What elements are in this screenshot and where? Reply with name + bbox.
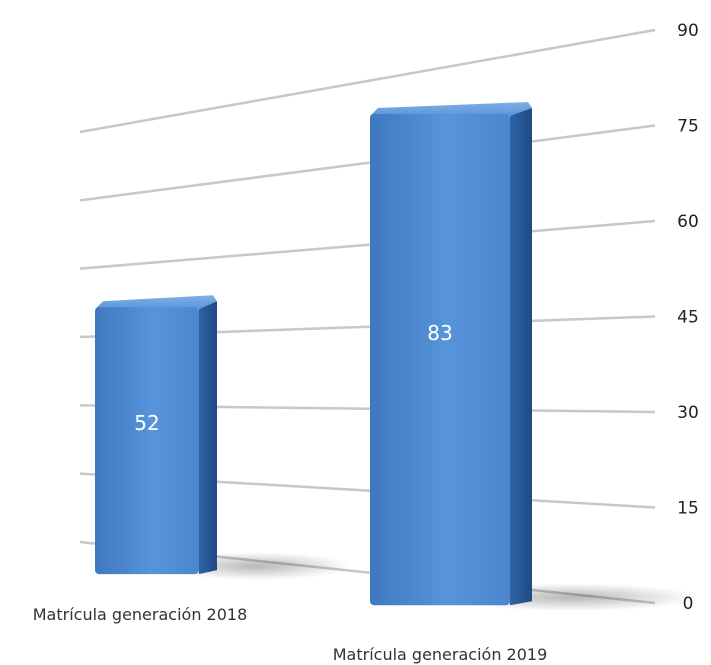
y-tick-label: 75 — [677, 117, 699, 137]
y-tick-label: 0 — [683, 594, 694, 614]
y-tick-label: 90 — [677, 21, 699, 41]
bars: 52 83 — [95, 101, 532, 606]
y-tick-label: 45 — [677, 308, 699, 328]
bar-side — [199, 301, 217, 575]
gridline — [79, 124, 656, 202]
y-tick-label: 60 — [677, 212, 699, 232]
data-label: 52 — [134, 411, 159, 435]
bar — [95, 307, 199, 575]
data-label: 83 — [427, 321, 452, 345]
gridline — [79, 28, 656, 134]
bar-top — [370, 101, 532, 116]
y-tick-label: 15 — [677, 499, 699, 519]
y-tick-label: 30 — [677, 403, 699, 423]
y-axis: 0 15 30 45 60 75 90 — [677, 21, 699, 614]
category-label: Matrícula generación 2018 — [33, 605, 248, 624]
bar — [370, 113, 510, 606]
bar-side — [510, 107, 532, 606]
category-label: Matrícula generación 2019 — [333, 645, 548, 664]
bar-top — [95, 295, 217, 310]
gridline — [79, 219, 656, 270]
category-labels: Matrícula generación 2018 Matrícula gener… — [33, 605, 548, 664]
